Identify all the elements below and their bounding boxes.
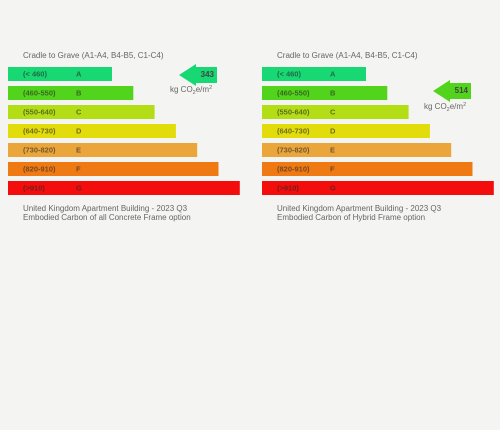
panel-header: Cradle to Grave (A1-A4, B4-B5, C1-C4) [23, 51, 164, 60]
band-range: (550-640) [277, 107, 310, 116]
band-range: (820-910) [23, 164, 56, 173]
band-range: (>910) [23, 183, 45, 192]
band-range: (550-640) [23, 107, 56, 116]
band-letter: C [330, 107, 336, 116]
band-range: (730-820) [277, 145, 310, 154]
band-range: (820-910) [277, 164, 310, 173]
band-letter: E [330, 145, 335, 154]
rating-value: 514 [455, 86, 469, 95]
band-letter: E [76, 145, 81, 154]
unit-label: kg CO2e/m2 [424, 102, 466, 113]
band-range: (>910) [277, 183, 299, 192]
unit-part: 2 [447, 107, 450, 113]
band-bar [262, 86, 388, 100]
caption: Embodied Carbon of all Concrete Frame op… [23, 213, 191, 222]
band-letter: G [330, 183, 336, 192]
band-letter: F [76, 164, 81, 173]
band-letter: D [330, 126, 336, 135]
band-bar [8, 86, 134, 100]
band-letter: A [330, 69, 336, 78]
band-bar [262, 143, 452, 157]
band-bar [262, 105, 409, 119]
rating-panel: Cradle to Grave (A1-A4, B4-B5, C1-C4) (< … [262, 51, 494, 222]
band-bar [262, 181, 494, 195]
unit-part: 2 [193, 90, 196, 96]
band-bar [8, 143, 198, 157]
band-bar [262, 162, 473, 176]
unit-part: 2 [463, 102, 466, 108]
unit-part: e/m [450, 102, 464, 111]
rating-value: 343 [201, 70, 215, 79]
band-range: (460-550) [23, 88, 56, 97]
band-letter: A [76, 69, 82, 78]
band-letter: B [330, 88, 336, 97]
band-range: (640-730) [23, 126, 56, 135]
band-letter: F [330, 164, 335, 173]
band-bar [8, 67, 112, 81]
band-letter: B [76, 88, 82, 97]
band-range: (< 460) [277, 69, 301, 78]
rating-arrow [179, 64, 217, 86]
band-bar [8, 105, 155, 119]
band-range: (460-550) [277, 88, 310, 97]
caption: United Kingdom Apartment Building - 2023… [277, 204, 442, 213]
caption: United Kingdom Apartment Building - 2023… [23, 204, 188, 213]
band-bar [262, 67, 366, 81]
unit-part: kg CO [424, 102, 447, 111]
band-bar [8, 162, 219, 176]
band-letter: G [76, 183, 82, 192]
rating-arrow [433, 80, 471, 102]
band-letter: D [76, 126, 82, 135]
caption: Embodied Carbon of Hybrid Frame option [277, 213, 425, 222]
band-range: (730-820) [23, 145, 56, 154]
band-bar [8, 124, 176, 138]
rating-panel: Cradle to Grave (A1-A4, B4-B5, C1-C4) (< … [8, 51, 240, 222]
band-letter: C [76, 107, 82, 116]
unit-part: kg CO [170, 85, 193, 94]
band-bar [8, 181, 240, 195]
unit-label: kg CO2e/m2 [170, 85, 212, 96]
band-range: (640-730) [277, 126, 310, 135]
unit-part: e/m [196, 85, 210, 94]
band-range: (< 460) [23, 69, 47, 78]
unit-part: 2 [209, 85, 212, 91]
band-bar [262, 124, 430, 138]
panel-header: Cradle to Grave (A1-A4, B4-B5, C1-C4) [277, 51, 418, 60]
